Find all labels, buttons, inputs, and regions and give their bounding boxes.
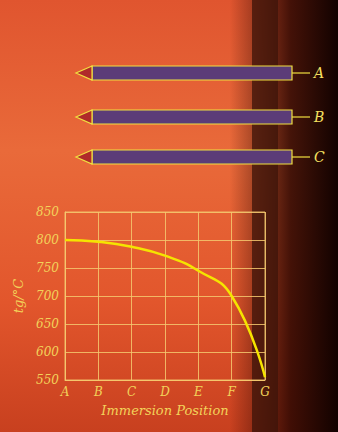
svg-text:B: B (313, 109, 324, 125)
svg-text:C: C (127, 385, 136, 399)
svg-text:E: E (193, 385, 203, 399)
svg-text:B: B (93, 385, 103, 399)
svg-text:600: 600 (36, 345, 59, 359)
svg-text:700: 700 (36, 289, 59, 303)
svg-text:800: 800 (36, 233, 59, 247)
svg-text:F: F (227, 385, 237, 399)
svg-text:650: 650 (36, 317, 59, 331)
svg-text:D: D (159, 385, 170, 399)
svg-text:A: A (312, 65, 324, 81)
svg-text:850: 850 (36, 205, 59, 219)
svg-text:tg/°C: tg/°C (11, 279, 26, 313)
svg-text:C: C (314, 149, 325, 165)
svg-text:Immersion Position: Immersion Position (100, 403, 228, 418)
svg-text:A: A (60, 385, 70, 399)
svg-text:750: 750 (36, 261, 59, 275)
svg-text:G: G (260, 385, 270, 399)
svg-text:550: 550 (36, 373, 59, 387)
